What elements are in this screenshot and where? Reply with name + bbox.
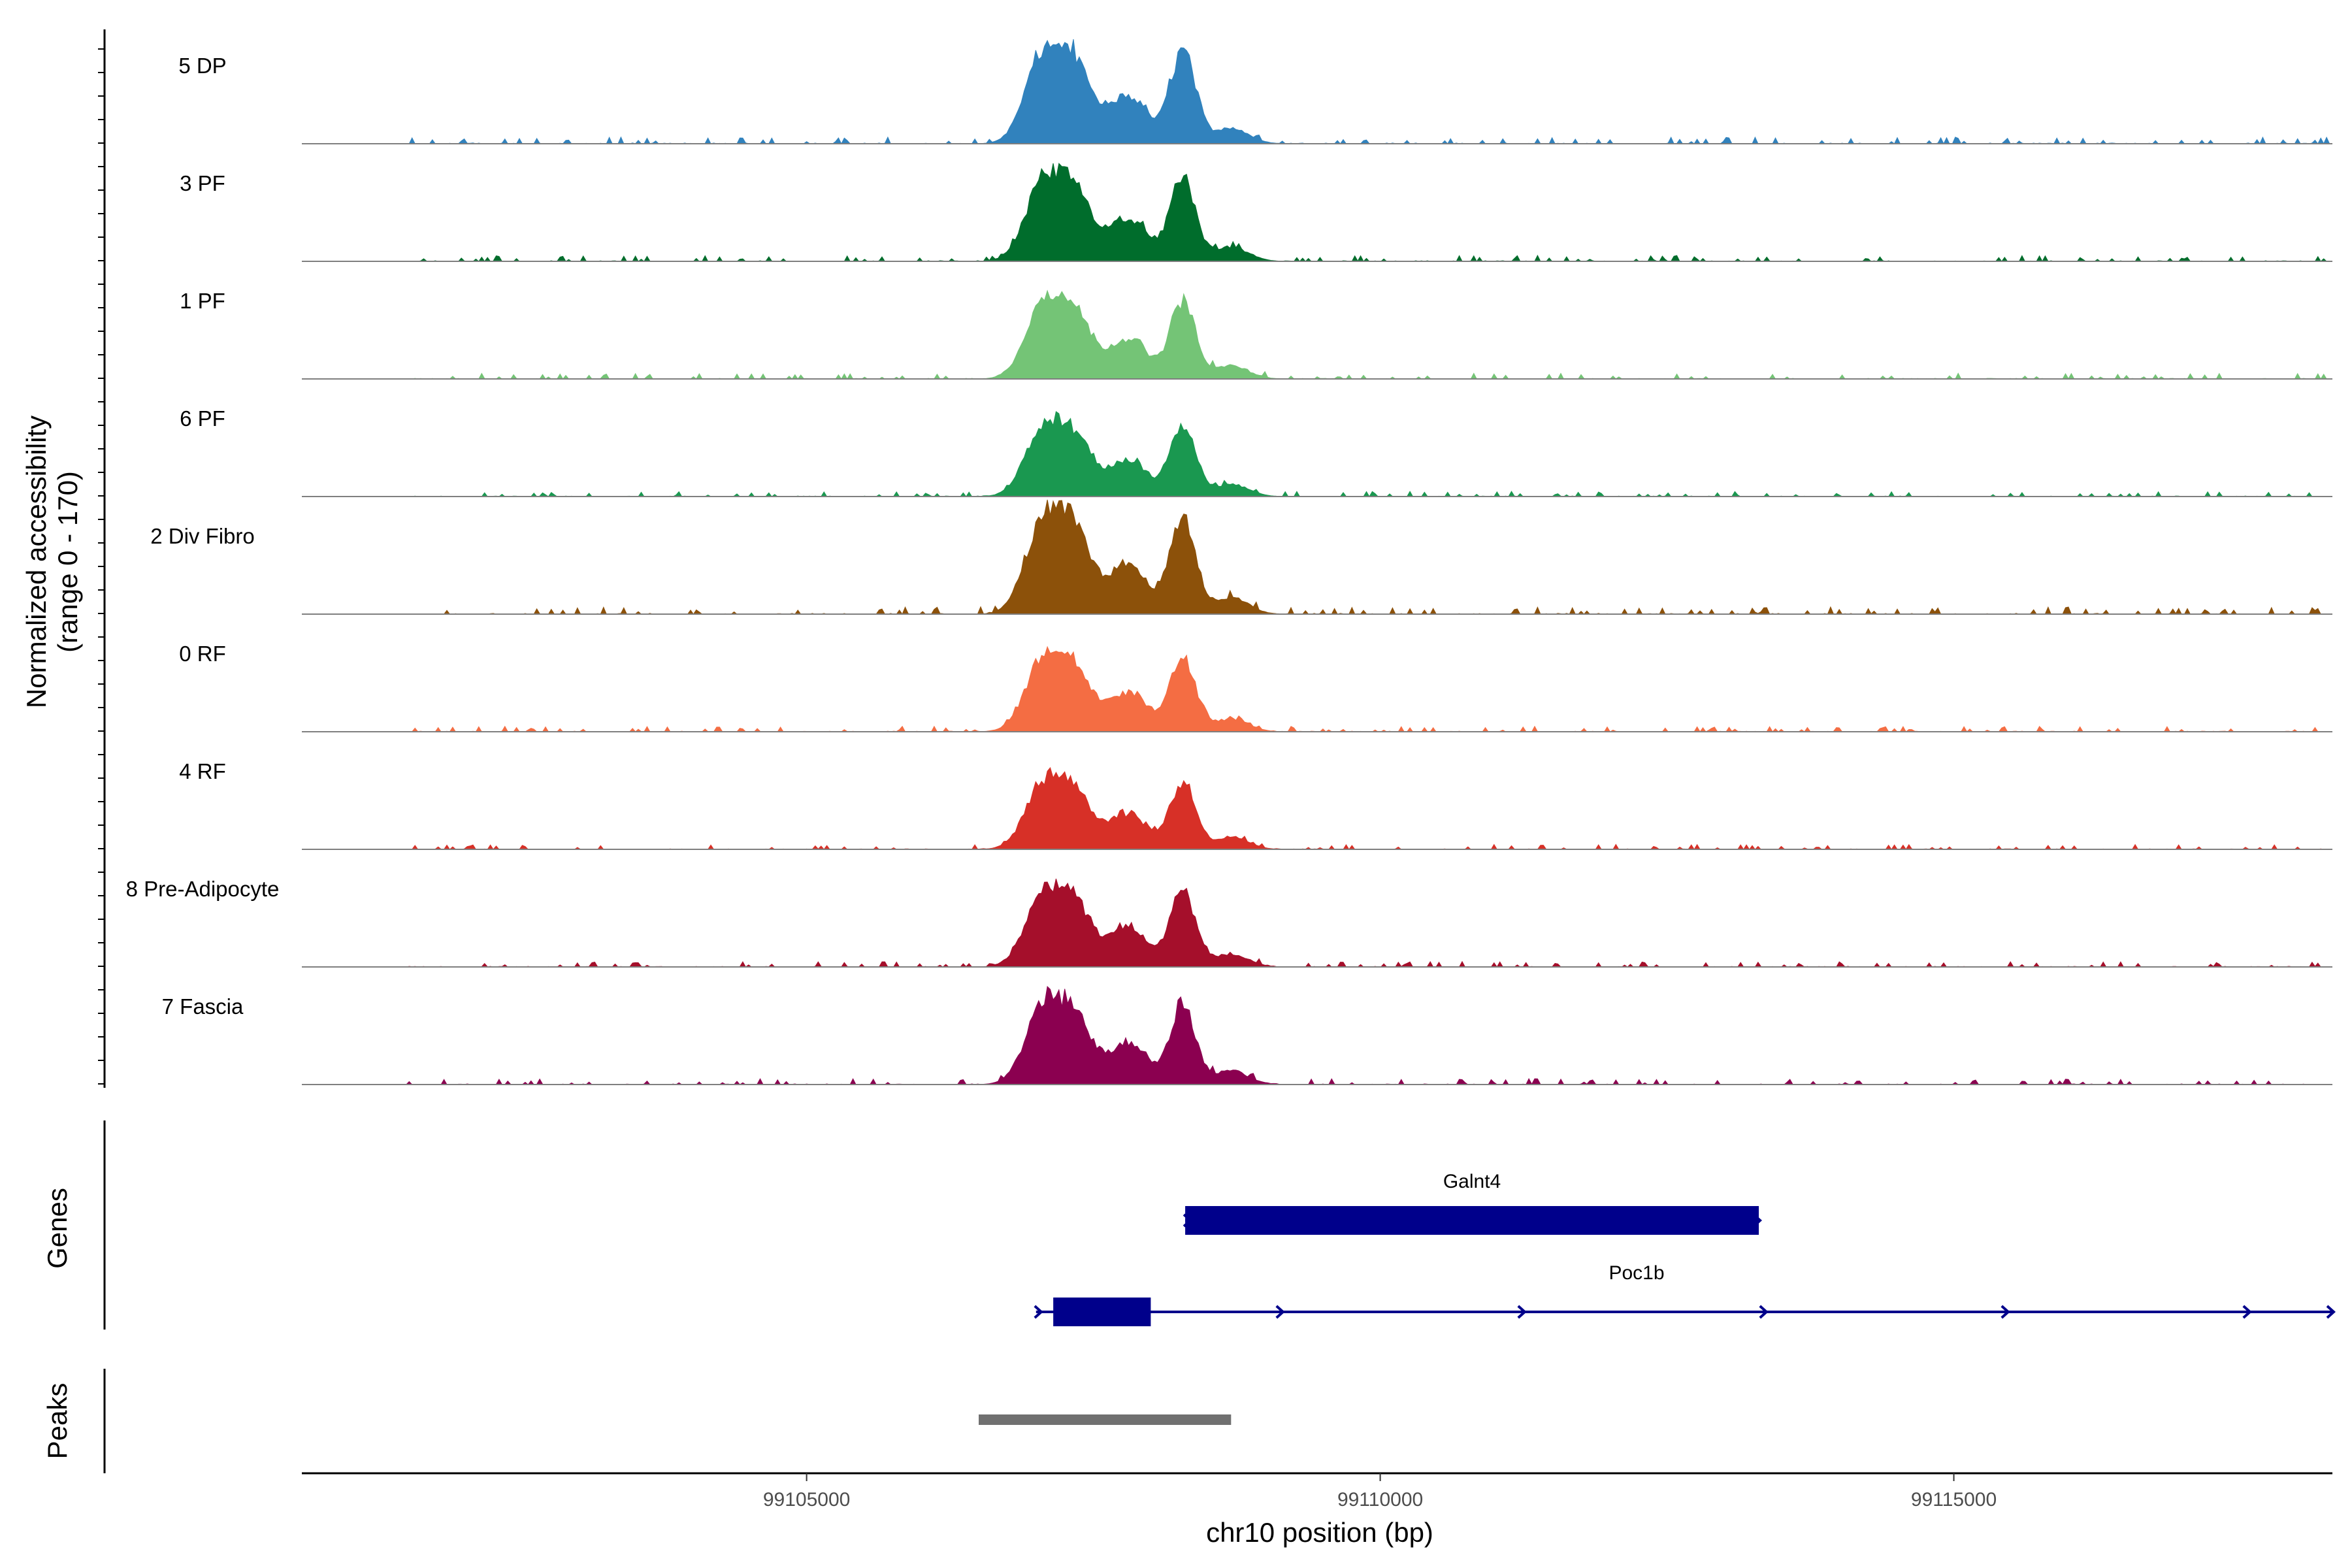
coverage-track: 7 Fascia xyxy=(162,985,2333,1085)
coverage-area xyxy=(302,39,2332,145)
track-label: 5 DP xyxy=(178,54,226,78)
gene: Galnt4 xyxy=(1183,1171,1763,1235)
gene-exon xyxy=(1053,1298,1151,1326)
gene-strand-arrow xyxy=(2001,1305,2010,1319)
track-label: 4 RF xyxy=(179,759,226,783)
coverage-area xyxy=(302,411,2332,497)
gene-label: Poc1b xyxy=(1609,1262,1664,1284)
gene-strand-arrow xyxy=(2326,1305,2336,1319)
y-axis xyxy=(98,29,106,1088)
gene-strand-arrow xyxy=(1759,1305,1769,1319)
track-label: 0 RF xyxy=(179,642,226,666)
genes-track: Galnt4 Poc1b xyxy=(103,1120,2336,1330)
coverage-track: 2 Div Fibro xyxy=(150,499,2332,615)
coverage-area xyxy=(302,985,2333,1085)
y-axis-title-line2: (range 0 - 170) xyxy=(52,471,83,653)
gene-exon xyxy=(1185,1206,1759,1235)
x-axis: 99105000 99110000 99115000 xyxy=(302,1472,2332,1511)
gene-strand-arrow xyxy=(1034,1305,1043,1319)
coverage-track: 5 DP xyxy=(178,39,2332,145)
genes-track-title: Genes xyxy=(42,1188,73,1269)
gene-strand-arrow xyxy=(1517,1305,1527,1319)
coverage-area xyxy=(302,878,2332,968)
track-label: 8 Pre-Adipocyte xyxy=(126,877,280,901)
x-tick-label: 99115000 xyxy=(1911,1489,1997,1511)
coverage-track: 0 RF xyxy=(179,642,2332,732)
coverage-area xyxy=(302,163,2332,263)
coverage-track: 6 PF xyxy=(180,406,2332,497)
coverage-area xyxy=(302,766,2332,850)
track-label: 7 Fascia xyxy=(162,994,244,1019)
coverage-area xyxy=(302,645,2332,732)
coverage-track: 4 RF xyxy=(179,759,2332,850)
coverage-area xyxy=(302,289,2332,380)
coverage-area xyxy=(302,499,2332,615)
y-axis-title-line1: Normalized accessibility xyxy=(21,416,52,708)
x-tick-label: 99105000 xyxy=(763,1489,850,1511)
peaks-track-title: Peaks xyxy=(42,1383,73,1460)
gene-label: Galnt4 xyxy=(1443,1171,1501,1192)
coverage-track: 3 PF xyxy=(180,163,2332,263)
peaks-track xyxy=(103,1369,1232,1473)
x-axis-title: chr10 position (bp) xyxy=(1206,1517,1433,1548)
track-label: 2 Div Fibro xyxy=(150,524,255,548)
track-label: 6 PF xyxy=(180,406,225,431)
gene: Poc1b xyxy=(1034,1262,2336,1326)
gene-strand-arrow xyxy=(2242,1305,2252,1319)
coverage-track: 8 Pre-Adipocyte xyxy=(126,877,2332,968)
peak-region xyxy=(979,1414,1232,1425)
x-tick-label: 99110000 xyxy=(1337,1489,1423,1511)
coverage-track: 1 PF xyxy=(180,289,2332,380)
gene-strand-arrow xyxy=(1275,1305,1285,1319)
coverage-tracks: 5 DP 3 PF 1 PF 6 PF 2 Div Fibro 0 RF 4 RF 8 Pre… xyxy=(126,39,2333,1085)
track-label: 1 PF xyxy=(180,289,225,313)
track-label: 3 PF xyxy=(180,171,225,195)
